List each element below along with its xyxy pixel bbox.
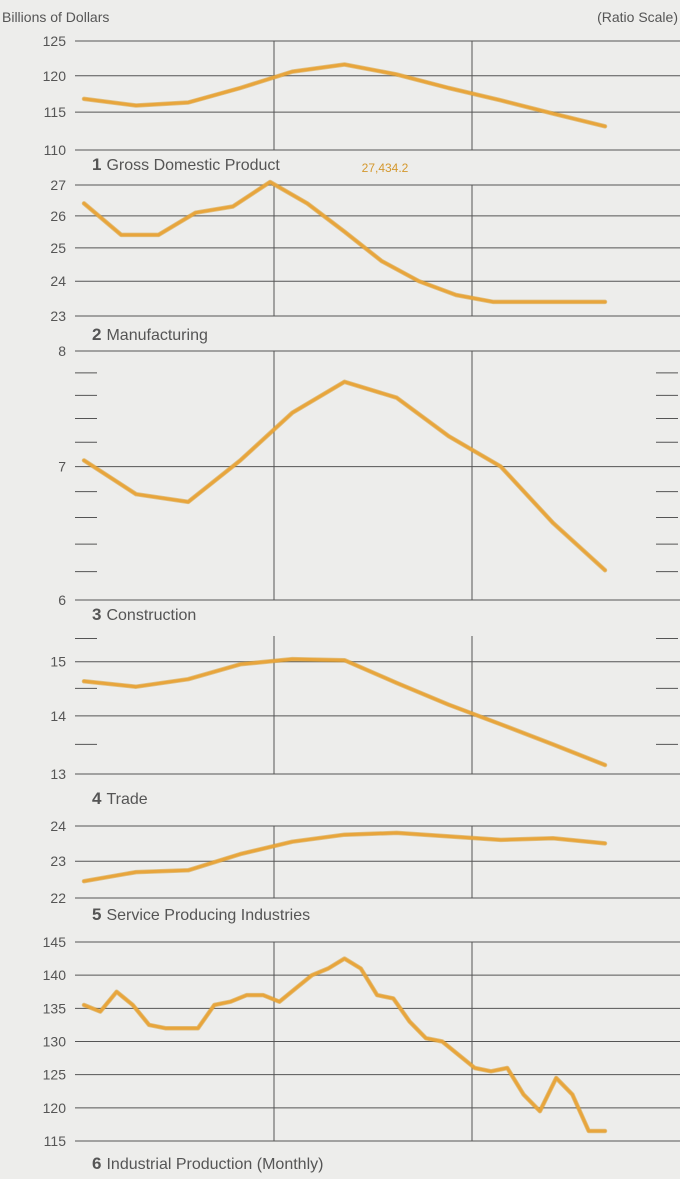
y-tick-label: 26 [50,208,66,224]
panel-3: 8 7 6 3 Construction [58,343,680,624]
panel-title-text: Gross Domestic Product [106,157,280,174]
y-tick-label: 23 [50,853,66,869]
y-tick-label: 140 [43,967,67,983]
panel-number: 1 [92,155,101,174]
y-tick-label: 22 [50,890,66,906]
panel-title: 2 Manufacturing [92,325,208,344]
panel-title-text: Trade [106,791,147,808]
panel-title-text: Industrial Production (Monthly) [106,1156,323,1173]
series-shadow [81,656,608,768]
panel-number: 6 [92,1154,101,1173]
y-tick-label: 135 [43,1000,67,1016]
y-tick-label: 24 [50,273,66,289]
units-label: Billions of Dollars [2,9,109,25]
panel-title: 3 Construction [92,605,196,624]
panel-2: 27 26 25 24 23 2 Manufacturing 27,434.2 [50,161,680,344]
series-shadow [81,179,608,305]
y-tick-label: 145 [43,934,67,950]
panel-number: 5 [92,905,101,924]
y-tick-label: 24 [50,818,66,834]
series-line [82,380,607,572]
y-tick-label: 125 [43,33,67,49]
series-line [82,957,607,1133]
y-tick-label: 8 [58,343,66,359]
panel-title-text: Construction [106,607,196,624]
y-tick-label: 6 [58,592,66,608]
y-tick-label: 130 [43,1034,67,1050]
series-line [82,831,607,883]
scale-label: (Ratio Scale) [597,9,678,25]
y-tick-label: 27 [50,177,66,193]
series-line [82,63,607,128]
y-tick-label: 120 [43,68,67,84]
series-shadow [81,379,608,573]
series-line [82,657,607,767]
series-shadow [81,956,608,1134]
panel-title-text: Manufacturing [106,327,207,344]
panel-title-text: Service Producing Industries [106,907,310,924]
y-tick-label: 115 [44,104,67,120]
panel-1: 125 120 115 110 1 Gross Domestic Product [43,33,680,174]
panel-number: 2 [92,325,101,344]
y-tick-label: 110 [44,142,67,158]
panel-number: 4 [92,789,102,808]
series-line [82,180,607,304]
panel-number: 3 [92,605,101,624]
panel-title: 6 Industrial Production (Monthly) [92,1154,323,1173]
y-tick-label: 120 [43,1100,67,1116]
y-tick-label: 115 [44,1133,67,1149]
y-tick-label: 15 [50,654,66,670]
panel-title: 4 Trade [92,789,148,808]
panel-6: 145 140 135 130 125 120 115 6 Industrial Product… [43,934,680,1173]
panel-title: 5 Service Producing Industries [92,905,310,924]
panel-4: 15 14 13 4 Trade [50,636,680,808]
series-shadow [81,62,608,129]
peak-annotation: 27,434.2 [362,161,409,175]
panel-title: 1 Gross Domestic Product [92,155,280,174]
y-tick-label: 25 [50,240,66,256]
y-tick-label: 7 [58,459,66,475]
y-tick-label: 14 [50,708,66,724]
y-tick-label: 23 [50,308,66,324]
panel-5: 24 23 22 5 Service Producing Industries [50,818,680,924]
y-tick-label: 13 [50,766,66,782]
y-tick-label: 125 [43,1067,67,1083]
